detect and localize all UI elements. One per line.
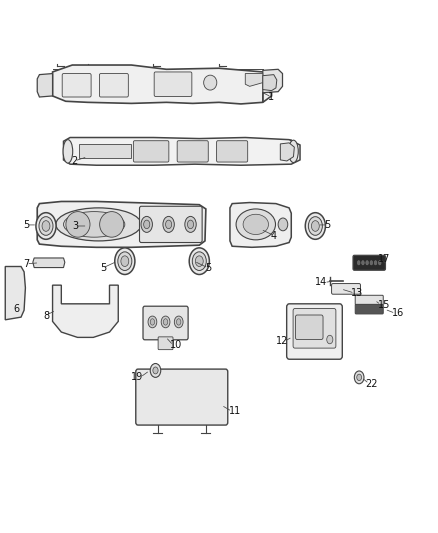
PathPatch shape xyxy=(53,65,272,104)
FancyBboxPatch shape xyxy=(136,369,228,425)
PathPatch shape xyxy=(245,74,263,86)
Ellipse shape xyxy=(150,364,161,377)
Text: 19: 19 xyxy=(131,373,144,382)
FancyBboxPatch shape xyxy=(286,304,342,359)
FancyBboxPatch shape xyxy=(154,72,192,96)
Ellipse shape xyxy=(374,261,377,265)
Ellipse shape xyxy=(311,221,319,231)
Ellipse shape xyxy=(39,217,53,236)
Ellipse shape xyxy=(357,374,361,381)
Text: 16: 16 xyxy=(392,309,404,318)
Text: 5: 5 xyxy=(100,263,106,273)
PathPatch shape xyxy=(33,258,65,268)
Text: 15: 15 xyxy=(378,300,390,310)
Ellipse shape xyxy=(66,212,90,237)
Text: 11: 11 xyxy=(229,407,241,416)
PathPatch shape xyxy=(79,144,131,158)
Ellipse shape xyxy=(141,216,152,232)
Text: 5: 5 xyxy=(205,263,211,273)
FancyBboxPatch shape xyxy=(353,255,385,270)
Ellipse shape xyxy=(118,252,132,271)
Ellipse shape xyxy=(357,261,360,265)
FancyBboxPatch shape xyxy=(295,315,323,340)
Text: 8: 8 xyxy=(43,311,49,320)
Ellipse shape xyxy=(166,220,172,229)
Text: 14: 14 xyxy=(315,278,328,287)
FancyBboxPatch shape xyxy=(133,141,169,162)
Ellipse shape xyxy=(308,217,322,236)
Ellipse shape xyxy=(187,220,194,229)
Ellipse shape xyxy=(366,261,368,265)
FancyBboxPatch shape xyxy=(143,306,188,340)
FancyBboxPatch shape xyxy=(355,304,383,314)
Ellipse shape xyxy=(161,316,170,328)
FancyBboxPatch shape xyxy=(216,141,248,162)
Ellipse shape xyxy=(64,212,125,237)
Text: 6: 6 xyxy=(13,304,19,314)
FancyBboxPatch shape xyxy=(62,74,91,97)
FancyBboxPatch shape xyxy=(158,337,173,350)
PathPatch shape xyxy=(280,143,294,161)
Ellipse shape xyxy=(150,319,155,325)
Text: 7: 7 xyxy=(24,259,30,269)
Text: 5: 5 xyxy=(324,220,330,230)
PathPatch shape xyxy=(5,266,25,320)
Ellipse shape xyxy=(121,256,129,266)
Ellipse shape xyxy=(56,208,141,241)
FancyBboxPatch shape xyxy=(177,141,208,162)
FancyBboxPatch shape xyxy=(332,284,360,294)
Ellipse shape xyxy=(99,212,124,237)
Text: 5: 5 xyxy=(24,220,30,230)
Ellipse shape xyxy=(192,252,206,271)
Ellipse shape xyxy=(327,335,333,344)
Ellipse shape xyxy=(189,248,209,274)
Ellipse shape xyxy=(362,261,364,265)
PathPatch shape xyxy=(263,75,277,91)
Ellipse shape xyxy=(195,256,203,266)
Ellipse shape xyxy=(278,218,288,231)
Ellipse shape xyxy=(243,214,268,235)
Text: 4: 4 xyxy=(271,231,277,240)
PathPatch shape xyxy=(263,69,283,102)
PathPatch shape xyxy=(37,201,206,247)
Ellipse shape xyxy=(378,261,381,265)
Text: 1: 1 xyxy=(268,92,274,102)
Text: 2: 2 xyxy=(72,156,78,166)
Text: 10: 10 xyxy=(170,341,182,350)
PathPatch shape xyxy=(37,74,53,97)
FancyBboxPatch shape xyxy=(99,74,128,97)
PathPatch shape xyxy=(64,138,300,165)
Text: 13: 13 xyxy=(351,288,364,298)
Text: 22: 22 xyxy=(366,379,378,389)
Ellipse shape xyxy=(236,209,276,240)
Text: 17: 17 xyxy=(378,254,390,263)
Ellipse shape xyxy=(148,316,157,328)
FancyBboxPatch shape xyxy=(139,206,202,243)
Ellipse shape xyxy=(36,213,56,239)
Text: 3: 3 xyxy=(72,221,78,231)
Ellipse shape xyxy=(144,220,150,229)
FancyBboxPatch shape xyxy=(293,309,336,348)
Ellipse shape xyxy=(163,216,174,232)
PathPatch shape xyxy=(53,285,118,337)
FancyBboxPatch shape xyxy=(355,295,383,305)
PathPatch shape xyxy=(230,203,291,247)
Text: 12: 12 xyxy=(276,336,288,346)
Ellipse shape xyxy=(177,319,181,325)
Ellipse shape xyxy=(42,221,50,231)
Ellipse shape xyxy=(289,140,298,163)
Ellipse shape xyxy=(305,213,325,239)
Ellipse shape xyxy=(204,75,217,90)
Ellipse shape xyxy=(354,371,364,384)
Ellipse shape xyxy=(163,319,168,325)
Ellipse shape xyxy=(63,140,73,163)
Ellipse shape xyxy=(185,216,196,232)
Ellipse shape xyxy=(153,367,158,374)
Ellipse shape xyxy=(115,248,135,274)
Ellipse shape xyxy=(174,316,183,328)
Ellipse shape xyxy=(370,261,373,265)
